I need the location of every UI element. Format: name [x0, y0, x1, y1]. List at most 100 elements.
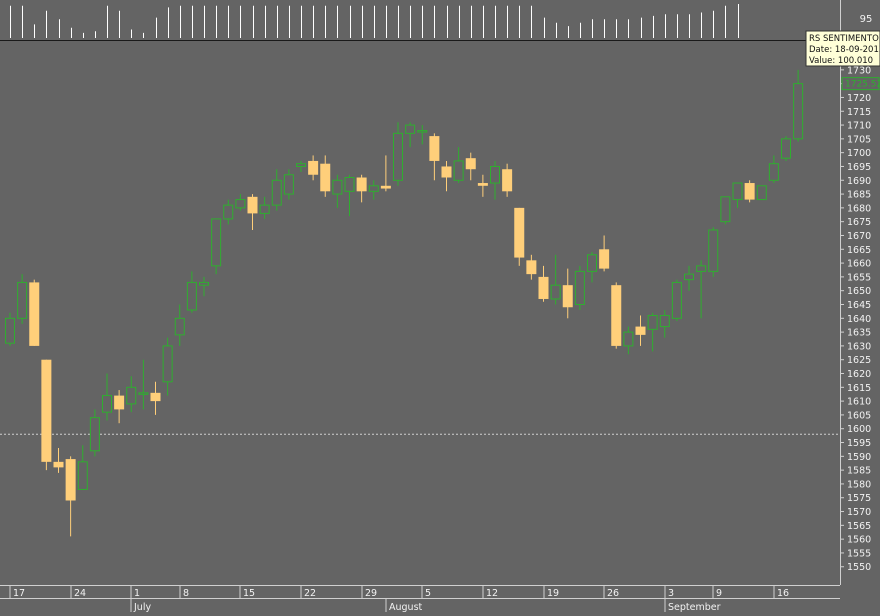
candle: [562, 268, 573, 319]
candle-body: [126, 386, 137, 405]
candle: [720, 196, 731, 225]
y-tick-label: 1730: [847, 65, 871, 76]
y-tick-label: 1620: [847, 369, 871, 380]
candle-body: [332, 179, 343, 195]
price-marker-box: [841, 77, 880, 91]
tooltip-box: [805, 30, 880, 67]
candle: [684, 265, 694, 291]
candle: [756, 185, 767, 201]
y-tick-label: 1680: [847, 203, 871, 214]
y-tick-label: 1615: [847, 383, 871, 394]
y-tick-label: 1700: [847, 148, 871, 159]
candle: [368, 180, 379, 200]
x-month-label: September: [668, 602, 721, 612]
candle: [5, 312, 15, 346]
candle-body: [696, 265, 707, 272]
y-tick-label: 1635: [847, 328, 871, 339]
candle-body: [526, 260, 537, 275]
candle: [393, 122, 403, 186]
candle: [550, 254, 561, 305]
candle-body: [405, 124, 416, 134]
indicator-pane: [10, 4, 739, 38]
candle: [77, 445, 88, 490]
x-day-label: 3: [668, 588, 674, 599]
x-day-label: 1: [134, 588, 140, 599]
y-tick-label: 1585: [847, 466, 871, 477]
y-tick-label: 1655: [847, 272, 871, 283]
candle-body: [17, 281, 28, 319]
candles: [5, 69, 804, 537]
x-day-label: 19: [547, 588, 559, 599]
candle: [283, 169, 294, 200]
candle-body: [53, 461, 64, 468]
x-day-label: 15: [243, 588, 255, 599]
candle: [138, 359, 149, 410]
y-tick-label: 1590: [847, 452, 871, 463]
candle: [696, 260, 707, 319]
x-day-label: 22: [304, 588, 316, 599]
candle-body: [114, 395, 125, 410]
candle-body: [623, 331, 634, 347]
x-day-label: 26: [607, 588, 619, 599]
candle-body: [465, 158, 476, 170]
candle-body: [308, 160, 319, 175]
candle: [199, 276, 209, 297]
candle-body: [211, 218, 222, 267]
y-tick-label: 1665: [847, 245, 871, 256]
candle: [17, 274, 28, 324]
tooltip-date: Date: 18-09-2013: [809, 45, 880, 55]
x-day-label: 12: [486, 588, 498, 599]
candle-body: [756, 185, 767, 201]
candle-body: [599, 249, 610, 269]
candle: [41, 359, 52, 471]
x-day-label: 17: [13, 588, 25, 599]
candle-body: [368, 185, 379, 192]
y-tick-label: 1580: [847, 479, 871, 490]
candle-body: [174, 317, 185, 336]
candle: [477, 174, 488, 197]
candle-body: [477, 183, 488, 186]
y-tick-label: 1660: [847, 259, 871, 270]
candle-body: [574, 270, 585, 305]
candle-body: [247, 196, 258, 214]
tooltip-title: RS SENTIMENTO S: [809, 34, 880, 44]
candle-body: [502, 169, 513, 192]
indicator-tooltip: RS SENTIMENTO S Date: 18-09-2013 Value: …: [805, 30, 880, 67]
candle: [380, 155, 391, 192]
candle: [332, 174, 343, 208]
candle: [53, 448, 64, 473]
candle: [271, 169, 282, 211]
indicator-axis-tick: 95: [860, 14, 873, 25]
candle-body: [550, 284, 561, 300]
x-month-label: August: [389, 602, 423, 612]
candle: [793, 69, 804, 142]
candle-body: [635, 326, 646, 335]
candle-body: [29, 282, 40, 346]
candle-body: [562, 285, 573, 308]
candle-body: [768, 163, 779, 181]
candle: [65, 456, 76, 537]
candle-body: [647, 315, 658, 330]
y-tick-label: 1715: [847, 107, 871, 118]
candle-body: [356, 177, 367, 192]
candle: [102, 373, 112, 421]
y-tick-label: 1705: [847, 134, 871, 145]
y-tick-label: 1690: [847, 176, 871, 187]
candle-body: [223, 204, 234, 220]
x-month-label: July: [133, 602, 151, 612]
candle-body: [162, 345, 173, 383]
x-day-label: 24: [74, 588, 86, 599]
candle-body: [793, 83, 804, 140]
candle-body: [320, 163, 331, 192]
candle: [611, 282, 622, 349]
candle-body: [429, 136, 440, 161]
candle-body: [720, 196, 731, 223]
candle: [211, 218, 222, 275]
y-tick-label: 1600: [847, 424, 871, 435]
candle: [671, 279, 682, 322]
y-tick-label: 1560: [847, 535, 871, 546]
last-price-label: 1725.52: [845, 80, 880, 90]
